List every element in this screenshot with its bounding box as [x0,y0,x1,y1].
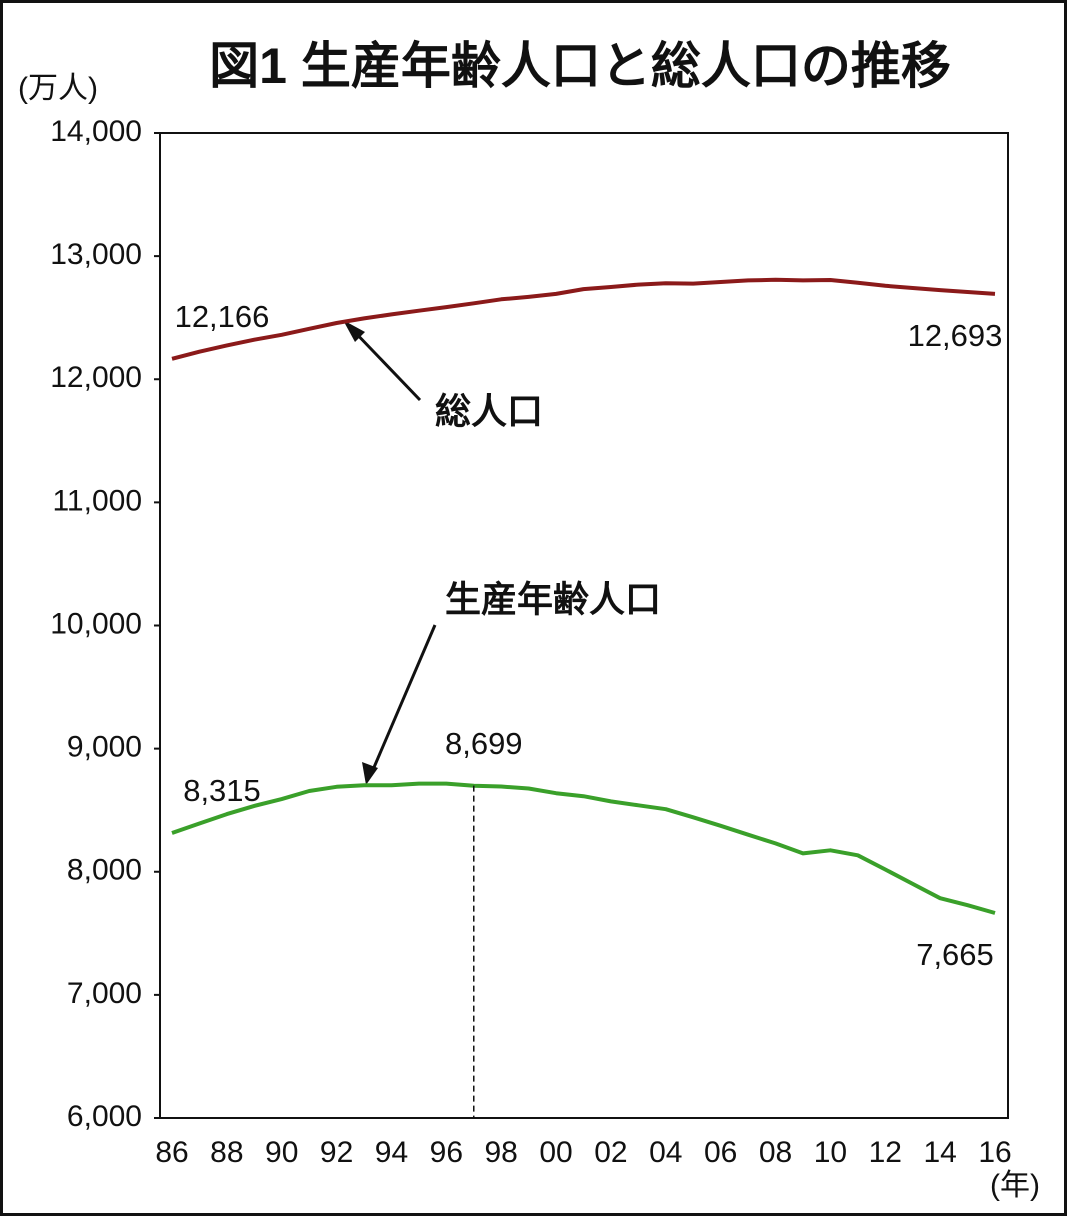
x-tick-label: 86 [155,1136,188,1169]
x-tick-label: 16 [978,1136,1011,1169]
arrow-head [362,762,378,785]
y-tick-label: 13,000 [50,238,142,271]
x-tick-label: 98 [485,1136,518,1169]
annotation: 生産年齢人口 [445,579,661,620]
y-tick-label: 7,000 [67,977,142,1010]
x-tick-label: 88 [210,1136,243,1169]
x-tick-label: 96 [430,1136,463,1169]
annotation-arrow [348,325,422,402]
y-tick-label: 10,000 [50,607,142,640]
y-tick-label: 12,000 [50,361,142,394]
value-label: 8,315 [183,773,261,808]
y-tick-label: 6,000 [67,1100,142,1133]
annotation-arrow [370,624,437,773]
arrow-head [343,320,365,342]
line [171,277,996,361]
y-tick-label: 11,000 [52,484,142,517]
y-axis-label: (万人) [18,72,98,105]
x-tick-label: 12 [869,1136,902,1169]
value-label: 7,665 [916,937,994,972]
value-label: 8,699 [445,726,523,761]
x-tick-label: 04 [649,1136,682,1169]
x-tick-label: 14 [923,1136,956,1169]
x-tick-label: 02 [594,1136,627,1169]
x-tick-label: 94 [375,1136,408,1169]
x-axis-label: (年) [990,1169,1040,1202]
x-tick-label: 06 [704,1136,737,1169]
value-label: 12,693 [908,318,1003,353]
x-tick-label: 00 [539,1136,572,1169]
x-tick-label: 08 [759,1136,792,1169]
chart-title: 図1 生産年齢人口と総人口の推移 [209,38,951,94]
y-tick-label: 9,000 [67,731,142,764]
line [171,781,996,915]
x-tick-label: 90 [265,1136,298,1169]
x-tick-label: 10 [814,1136,847,1169]
y-tick-label: 8,000 [67,854,142,887]
y-tick-label: 14,000 [50,115,142,148]
value-label: 12,166 [175,299,270,334]
annotation: 総人口 [435,391,543,432]
x-tick-label: 92 [320,1136,353,1169]
